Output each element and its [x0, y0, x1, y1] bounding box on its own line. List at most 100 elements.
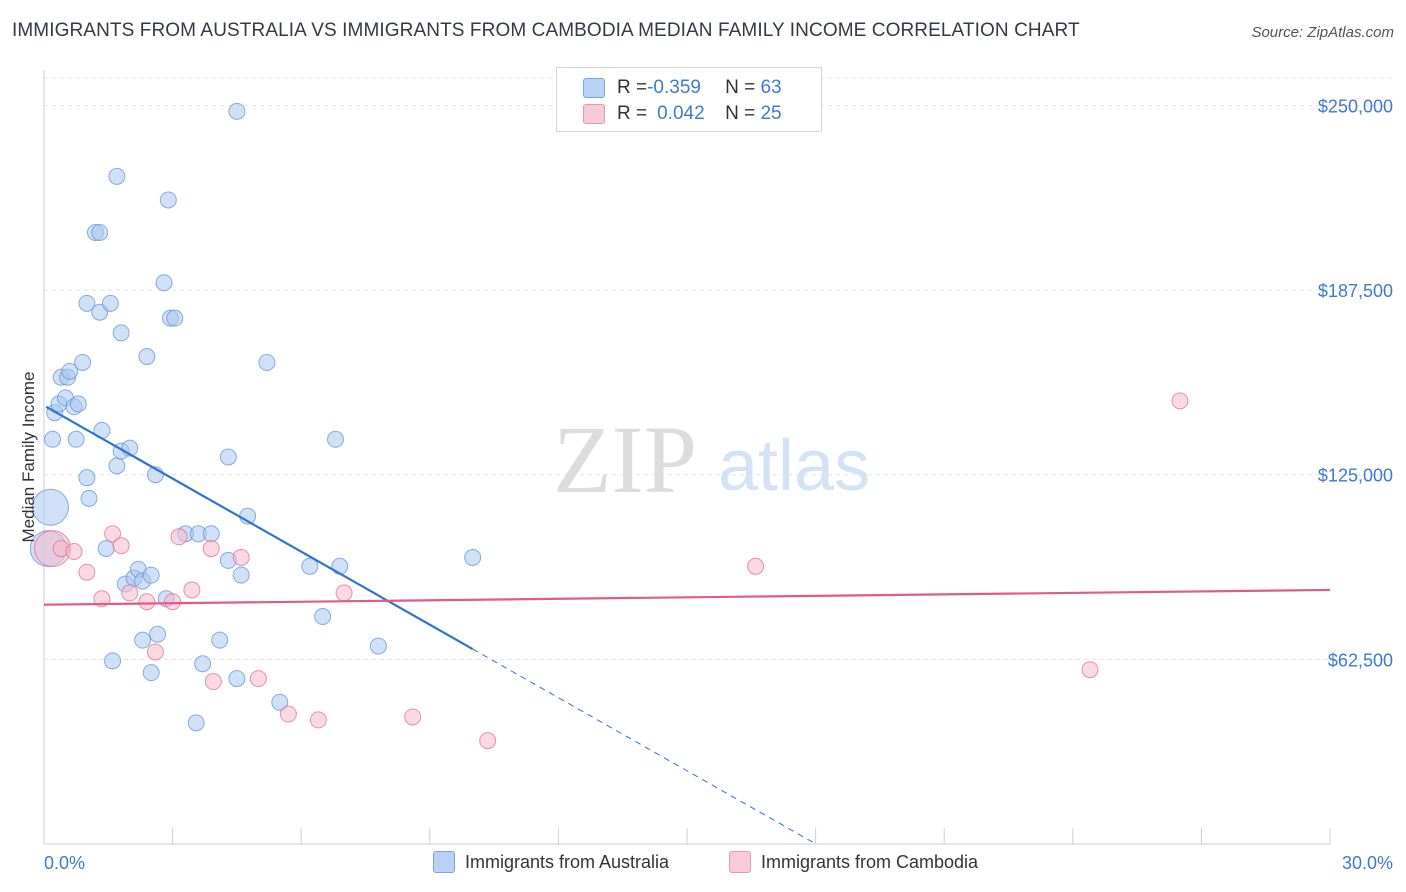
data-point-cambodia — [78, 563, 96, 581]
data-point-australia — [155, 274, 173, 292]
data-point-cambodia — [170, 528, 188, 546]
data-point-australia — [142, 566, 160, 584]
y-tick-label: $125,000 — [1318, 466, 1393, 486]
data-point-australia — [108, 457, 126, 475]
data-point-australia — [61, 362, 79, 380]
bottom-legend-australia: Immigrants from Australia — [433, 851, 669, 873]
data-point-australia — [228, 102, 246, 120]
data-point-australia — [464, 548, 482, 566]
data-point-australia — [112, 324, 130, 342]
data-point-cambodia — [1081, 661, 1099, 679]
data-point-cambodia — [65, 543, 83, 561]
x-tick-label: 0.0% — [44, 853, 85, 873]
legend-row-cambodia: R = 0.042 N = 25 — [583, 102, 782, 126]
data-point-cambodia — [232, 548, 250, 566]
trend-line-australia-extension — [472, 648, 816, 845]
x-tick-labels: 0.0% 30.0% — [44, 853, 1393, 873]
data-point-australia — [78, 469, 96, 487]
legend-swatch-cambodia — [583, 104, 605, 124]
data-point-australia — [101, 294, 119, 312]
trend-lines — [43, 405, 1331, 845]
data-point-cambodia — [335, 584, 353, 602]
data-point-australia — [142, 664, 160, 682]
data-point-cambodia — [183, 581, 201, 599]
data-point-australia — [369, 637, 387, 655]
data-point-cambodia — [204, 673, 222, 691]
data-point-australia — [314, 608, 332, 626]
series-cambodia-points — [34, 392, 1189, 750]
data-point-cambodia — [1171, 392, 1189, 410]
chart-title: IMMIGRANTS FROM AUSTRALIA VS IMMIGRANTS … — [12, 20, 1080, 41]
data-point-australia — [271, 693, 289, 711]
data-point-cambodia — [93, 590, 111, 608]
x-tick-label: 30.0% — [1342, 853, 1393, 873]
data-point-australia — [194, 655, 212, 673]
data-point-cambodia — [138, 593, 156, 611]
bottom-legend-label-cambodia: Immigrants from Cambodia — [761, 851, 979, 872]
data-point-cambodia — [121, 584, 139, 602]
stats-legend: R = -0.359 N = 63 R = 0.042 N = 25 — [556, 67, 822, 132]
legend-r-value-australia: -0.359 — [647, 77, 701, 98]
bottom-legend-label-australia: Immigrants from Australia — [465, 851, 670, 872]
legend-n-label: N = — [725, 103, 761, 124]
y-tick-labels: $62,500 $125,000 $187,500 $250,000 — [1318, 96, 1393, 670]
data-point-australia — [258, 353, 276, 371]
data-point-cambodia — [404, 708, 422, 726]
data-point-cambodia — [479, 732, 497, 750]
data-point-australia — [31, 488, 69, 526]
watermark: ZIP atlas — [553, 406, 870, 513]
legend-r-label: R = — [617, 77, 648, 98]
y-tick-label: $62,500 — [1328, 650, 1393, 670]
data-point-australia — [228, 670, 246, 688]
y-axis-label: Median Family Income — [19, 371, 38, 542]
data-point-australia — [331, 557, 349, 575]
series-australia-points — [29, 102, 482, 732]
watermark-zip: ZIP — [553, 406, 697, 513]
axes — [43, 70, 1331, 845]
data-point-cambodia — [112, 537, 130, 555]
data-point-australia — [104, 652, 122, 670]
legend-n-label: N = — [725, 77, 761, 98]
data-point-australia — [108, 167, 126, 185]
data-point-cambodia — [279, 705, 297, 723]
data-point-australia — [159, 191, 177, 209]
data-point-australia — [326, 430, 344, 448]
data-point-australia — [134, 631, 152, 649]
data-point-australia — [74, 353, 92, 371]
data-point-australia — [44, 430, 62, 448]
bottom-legend-cambodia: Immigrants from Cambodia — [729, 851, 978, 873]
trend-line-cambodia — [43, 588, 1331, 606]
data-point-australia — [187, 714, 205, 732]
legend-n-value-cambodia: 25 — [760, 103, 782, 124]
data-point-cambodia — [309, 711, 327, 729]
data-point-cambodia — [202, 540, 220, 558]
data-point-australia — [301, 557, 319, 575]
data-point-australia — [69, 395, 87, 413]
trend-line-australia — [45, 405, 474, 650]
data-point-cambodia — [164, 593, 182, 611]
legend-row-australia: R = -0.359 N = 63 — [583, 76, 782, 100]
data-point-australia — [97, 540, 115, 558]
legend-r-value-cambodia: 0.042 — [657, 103, 705, 124]
data-point-australia — [211, 631, 229, 649]
bottom-legend-swatch-australia — [433, 851, 455, 873]
data-point-cambodia — [146, 643, 164, 661]
legend-r-label: R = — [617, 103, 648, 124]
data-point-australia — [80, 489, 98, 507]
data-point-australia — [78, 294, 96, 312]
data-point-australia — [67, 430, 85, 448]
data-point-australia — [232, 566, 250, 584]
data-point-cambodia — [104, 525, 122, 543]
source-note: Source: ZipAtlas.com — [1251, 24, 1394, 41]
bottom-legend-swatch-cambodia — [729, 851, 751, 873]
legend-n-value-australia: 63 — [760, 77, 782, 98]
data-point-australia — [166, 309, 184, 327]
data-point-australia — [138, 348, 156, 366]
data-point-australia — [91, 223, 109, 241]
legend-swatch-australia — [583, 78, 605, 98]
data-point-australia — [219, 448, 237, 466]
y-tick-label: $250,000 — [1318, 96, 1393, 116]
data-point-australia — [149, 625, 167, 643]
data-point-cambodia — [249, 670, 267, 688]
